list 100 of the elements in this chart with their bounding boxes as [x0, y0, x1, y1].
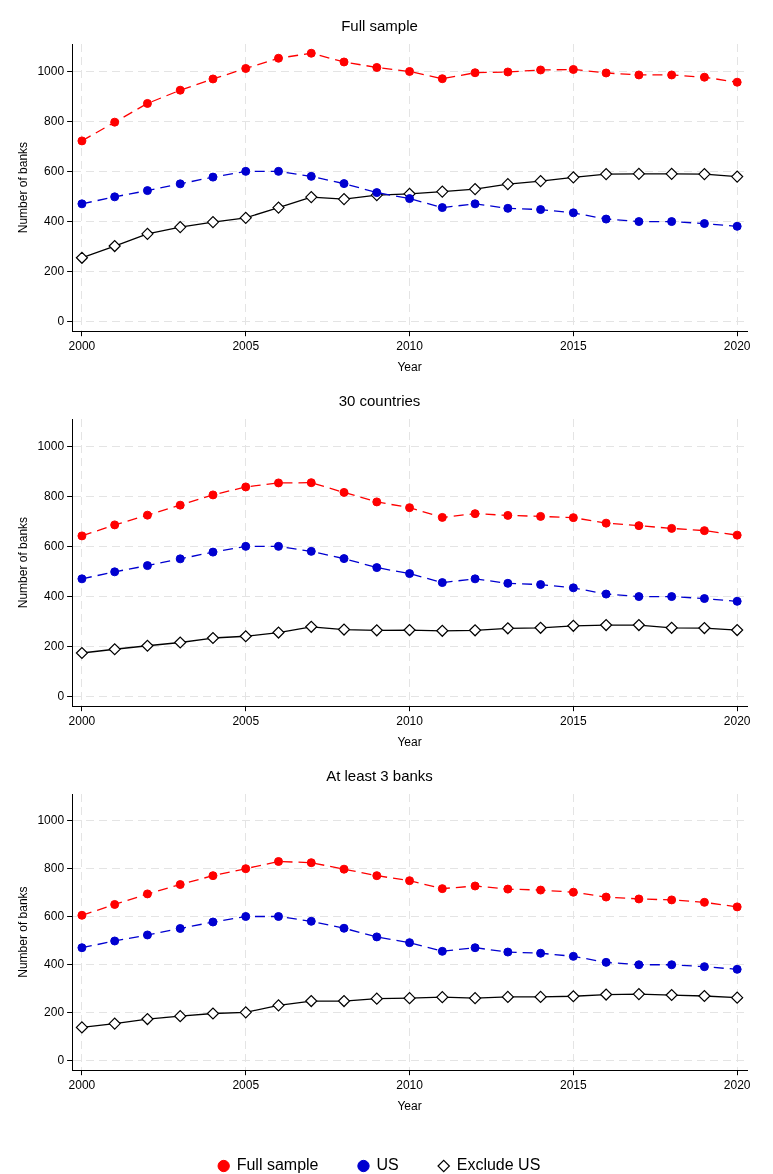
- point: [208, 547, 218, 557]
- point: [601, 518, 611, 528]
- point: [503, 203, 513, 213]
- point: [241, 864, 251, 874]
- point: [600, 988, 613, 1001]
- point: [732, 221, 742, 231]
- point: [306, 858, 316, 868]
- x-axis-title: Year: [397, 735, 422, 750]
- point: [405, 194, 415, 204]
- x-tick-label: 2005: [232, 1077, 260, 1092]
- point: [306, 48, 316, 58]
- point: [108, 1017, 121, 1030]
- point: [175, 85, 185, 95]
- point: [468, 624, 482, 637]
- y-axis-title: Number of banks: [15, 886, 30, 978]
- point: [77, 531, 87, 541]
- point: [141, 227, 154, 240]
- x-tick-label: 2005: [232, 713, 260, 728]
- point: [241, 166, 251, 176]
- point: [274, 53, 283, 63]
- point: [536, 205, 546, 215]
- point: [175, 179, 185, 189]
- y-tick-label: 400: [44, 213, 65, 228]
- point: [501, 990, 514, 1004]
- point: [731, 991, 744, 1004]
- y-tick-label: 800: [44, 860, 65, 875]
- point: [306, 546, 316, 556]
- point: [503, 578, 513, 588]
- point: [372, 497, 382, 507]
- point: [306, 916, 316, 926]
- point: [536, 948, 546, 958]
- point: [699, 962, 709, 972]
- point: [437, 578, 447, 588]
- point: [699, 526, 709, 536]
- y-tick-label: 400: [44, 588, 65, 603]
- point: [468, 183, 482, 196]
- point: [272, 201, 285, 214]
- y-tick-label: 1000: [37, 438, 65, 453]
- point: [698, 621, 711, 635]
- point: [175, 924, 185, 933]
- point: [241, 541, 251, 551]
- point: [437, 74, 447, 84]
- point: [372, 62, 382, 72]
- point: [437, 884, 447, 894]
- y-tick-label: 0: [57, 1052, 65, 1067]
- point: [108, 643, 121, 656]
- point: [142, 889, 152, 899]
- chart-title: Full sample: [341, 17, 418, 35]
- x-tick-label: 2015: [560, 713, 588, 728]
- point: [634, 521, 644, 531]
- point: [370, 624, 383, 637]
- point: [667, 895, 677, 905]
- point: [536, 885, 546, 895]
- point: [339, 179, 349, 189]
- point: [568, 513, 578, 523]
- x-tick-label: 2010: [396, 338, 424, 353]
- point: [142, 98, 152, 108]
- y-tick-label: 1000: [37, 63, 65, 78]
- point: [665, 167, 678, 180]
- point: [239, 1006, 252, 1019]
- point: [77, 574, 87, 584]
- point: [339, 487, 349, 497]
- y-tick-label: 0: [57, 688, 65, 703]
- point: [667, 960, 677, 970]
- point: [110, 520, 120, 530]
- x-tick-label: 2020: [723, 338, 751, 353]
- point: [110, 899, 120, 909]
- legend-label: US: [376, 1156, 399, 1174]
- point: [665, 621, 678, 634]
- point: [174, 636, 187, 649]
- point: [436, 185, 449, 198]
- point: [142, 186, 152, 196]
- point: [75, 251, 89, 264]
- point: [601, 68, 611, 78]
- point: [501, 178, 514, 191]
- point: [470, 943, 480, 953]
- point: [241, 911, 251, 921]
- point: [732, 964, 742, 974]
- point: [110, 192, 120, 202]
- y-axis-title: Number of banks: [15, 516, 30, 609]
- point: [632, 987, 645, 1001]
- point: [634, 960, 644, 970]
- point: [77, 910, 87, 920]
- point: [437, 512, 447, 522]
- point: [274, 911, 283, 921]
- point: [470, 509, 480, 519]
- point: [141, 1012, 154, 1026]
- chart-title: 30 countries: [338, 392, 421, 410]
- point: [665, 988, 678, 1002]
- point: [241, 482, 251, 492]
- point: [110, 567, 120, 577]
- point: [501, 622, 514, 635]
- point: [699, 219, 709, 229]
- point: [110, 936, 120, 946]
- point: [339, 554, 349, 564]
- point: [110, 117, 120, 127]
- point: [634, 217, 644, 227]
- point: [337, 623, 351, 636]
- point: [337, 192, 351, 206]
- y-tick-label: 200: [44, 638, 65, 653]
